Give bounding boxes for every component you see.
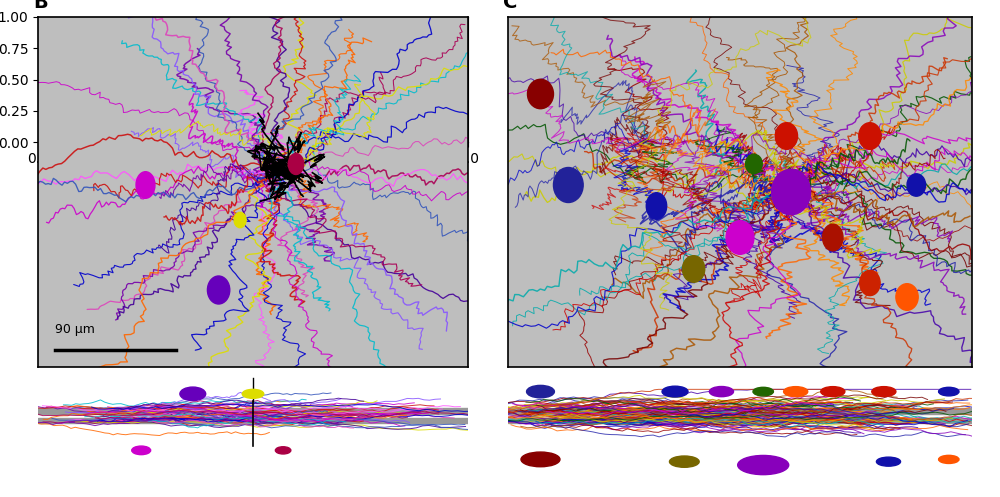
Text: B: B xyxy=(33,0,48,12)
Ellipse shape xyxy=(738,455,789,475)
Ellipse shape xyxy=(859,123,881,149)
Ellipse shape xyxy=(136,171,155,198)
Ellipse shape xyxy=(939,387,959,396)
Ellipse shape xyxy=(860,270,880,296)
Ellipse shape xyxy=(896,284,918,310)
Ellipse shape xyxy=(662,386,688,397)
Ellipse shape xyxy=(746,154,762,174)
Ellipse shape xyxy=(669,456,699,467)
Ellipse shape xyxy=(784,387,808,397)
Ellipse shape xyxy=(527,385,554,398)
Bar xyxy=(38,408,468,414)
Ellipse shape xyxy=(288,154,304,174)
Ellipse shape xyxy=(709,387,734,397)
Ellipse shape xyxy=(823,224,843,251)
Ellipse shape xyxy=(207,276,230,304)
Ellipse shape xyxy=(180,387,206,401)
Ellipse shape xyxy=(872,387,896,397)
Ellipse shape xyxy=(753,387,773,396)
Ellipse shape xyxy=(132,446,151,455)
Ellipse shape xyxy=(682,255,705,282)
Ellipse shape xyxy=(521,452,560,467)
Text: 90 μm: 90 μm xyxy=(55,323,95,335)
Bar xyxy=(508,408,972,414)
Ellipse shape xyxy=(553,167,583,202)
Bar xyxy=(508,418,972,423)
Ellipse shape xyxy=(242,389,264,399)
Ellipse shape xyxy=(234,212,246,228)
Ellipse shape xyxy=(775,123,798,149)
Ellipse shape xyxy=(275,447,291,454)
Ellipse shape xyxy=(527,80,553,109)
Ellipse shape xyxy=(772,169,811,215)
Bar xyxy=(38,418,468,423)
Text: C: C xyxy=(503,0,517,12)
Ellipse shape xyxy=(876,457,901,466)
Ellipse shape xyxy=(646,193,667,219)
Ellipse shape xyxy=(939,455,959,464)
Ellipse shape xyxy=(907,174,926,196)
Ellipse shape xyxy=(726,221,754,254)
Ellipse shape xyxy=(821,387,845,397)
